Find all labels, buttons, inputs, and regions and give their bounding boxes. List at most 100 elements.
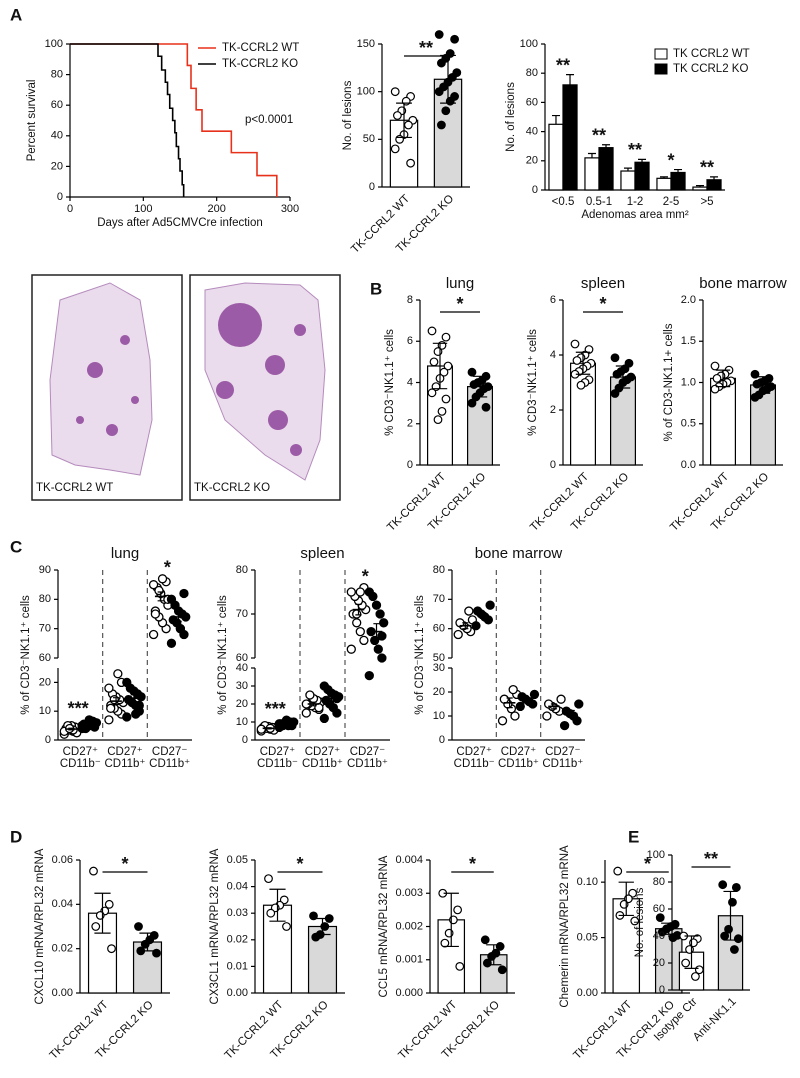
chart-title: bone marrow: [699, 275, 787, 292]
y-tick-label: 60: [433, 623, 445, 635]
data-point: [404, 120, 413, 130]
error-bar: [550, 703, 558, 710]
data-point: [364, 587, 374, 597]
image-label: TK-CCRL2 WT: [36, 482, 113, 494]
error-bar: [568, 709, 575, 718]
bar: [548, 123, 564, 191]
data-point: [443, 361, 453, 371]
y-tick-label: 80: [433, 564, 445, 576]
data-point: [106, 703, 116, 713]
legend-swatch: [654, 48, 668, 60]
bar: [692, 186, 708, 191]
data-point: [433, 415, 443, 425]
x-tick-label: 1-2: [627, 196, 644, 208]
y-tick-label: 20: [51, 160, 63, 172]
bar: [584, 157, 600, 191]
y-tick-label: 0: [407, 459, 413, 471]
data-point: [610, 389, 620, 398]
data-point: [393, 111, 402, 120]
bar: [620, 170, 636, 191]
legend-swatch: [654, 63, 668, 75]
data-point: [515, 701, 525, 712]
x-tick-label: CD27⁺: [501, 746, 536, 758]
y-axis-label: % of CD3⁻NK1.1⁺ cells: [20, 595, 32, 715]
error-bar: [615, 365, 631, 389]
y-axis-label: No. of lesions: [634, 887, 646, 957]
y-tick-label: 50: [363, 133, 375, 145]
y-tick-label: 0.00: [227, 987, 248, 999]
error-bar: [355, 603, 362, 616]
data-point: [434, 30, 444, 39]
x-tick-label: 0.5-1: [586, 196, 612, 208]
data-point: [379, 618, 389, 628]
y-tick-label: 0.04: [227, 881, 248, 893]
data-point: [274, 719, 284, 729]
y-tick-label: 60: [236, 652, 248, 664]
y-tick-label: 0: [532, 184, 538, 196]
x-tick-label: 2-5: [663, 196, 680, 208]
survival-curve: [70, 43, 278, 197]
data-point: [668, 933, 678, 942]
y-tick-label: 0: [439, 734, 445, 746]
y-tick-label: 2: [407, 418, 413, 430]
data-point: [390, 87, 400, 97]
y-tick-label: 20: [526, 155, 538, 167]
data-point: [731, 883, 741, 892]
y-tick-label: 20: [433, 686, 445, 698]
data-point: [481, 402, 491, 412]
data-point: [508, 684, 518, 695]
x-tick-label: CD11b⁺: [302, 758, 343, 770]
y-tick-label: 2.0: [681, 294, 696, 306]
legend-label: TK CCRL2 WT: [673, 48, 750, 60]
error-bar: [472, 375, 488, 398]
y-tick-label: 0.03: [227, 907, 248, 919]
data-point: [406, 158, 416, 168]
x-tick-label: CD11b⁺: [149, 758, 190, 770]
data-point: [390, 144, 400, 154]
data-point: [427, 326, 437, 336]
lesion: [268, 410, 288, 430]
y-tick-label: 8: [407, 294, 413, 306]
data-point: [166, 594, 177, 604]
y-tick-label: 100: [520, 38, 538, 50]
data-point: [612, 369, 622, 379]
legend-label: TK-CCRL2 WT: [222, 42, 299, 54]
data-point: [122, 677, 132, 688]
data-point: [733, 934, 743, 944]
y-axis-label: % CD3⁻NK1.1⁺ cells: [384, 329, 396, 436]
significance-label: *: [164, 558, 171, 578]
data-point: [453, 629, 463, 640]
data-point: [355, 626, 365, 637]
y-tick-label: 80: [526, 67, 538, 79]
x-axis-label: Days after Ad5CMVCre infection: [97, 217, 263, 229]
data-point: [570, 339, 580, 349]
data-point: [309, 911, 318, 921]
x-tick-label: <0.5: [552, 196, 575, 208]
data-point: [104, 715, 114, 725]
error-bar: [86, 723, 93, 727]
error-bar: [623, 167, 632, 172]
data-point: [542, 711, 552, 721]
y-tick-label: 0.0: [681, 459, 696, 471]
y-tick-label: 0.10: [577, 876, 598, 888]
error-bar: [130, 694, 138, 703]
significance-label: ***: [265, 699, 286, 719]
data-point: [282, 922, 291, 931]
data-point: [179, 588, 189, 599]
data-point: [123, 695, 134, 705]
y-tick-label: 40: [51, 130, 63, 142]
significance-label: **: [704, 849, 718, 869]
panel-label: D: [10, 827, 22, 846]
data-point: [441, 332, 451, 342]
data-point: [355, 587, 365, 597]
data-point: [168, 615, 178, 625]
y-tick-label: 60: [39, 652, 51, 664]
bar: [634, 161, 650, 191]
y-tick-label: 0.00: [577, 987, 598, 999]
data-point: [517, 692, 527, 702]
error-bar: [432, 342, 448, 390]
data-point: [319, 681, 329, 691]
data-point: [437, 58, 446, 68]
data-point: [510, 711, 520, 721]
data-point: [728, 897, 737, 907]
